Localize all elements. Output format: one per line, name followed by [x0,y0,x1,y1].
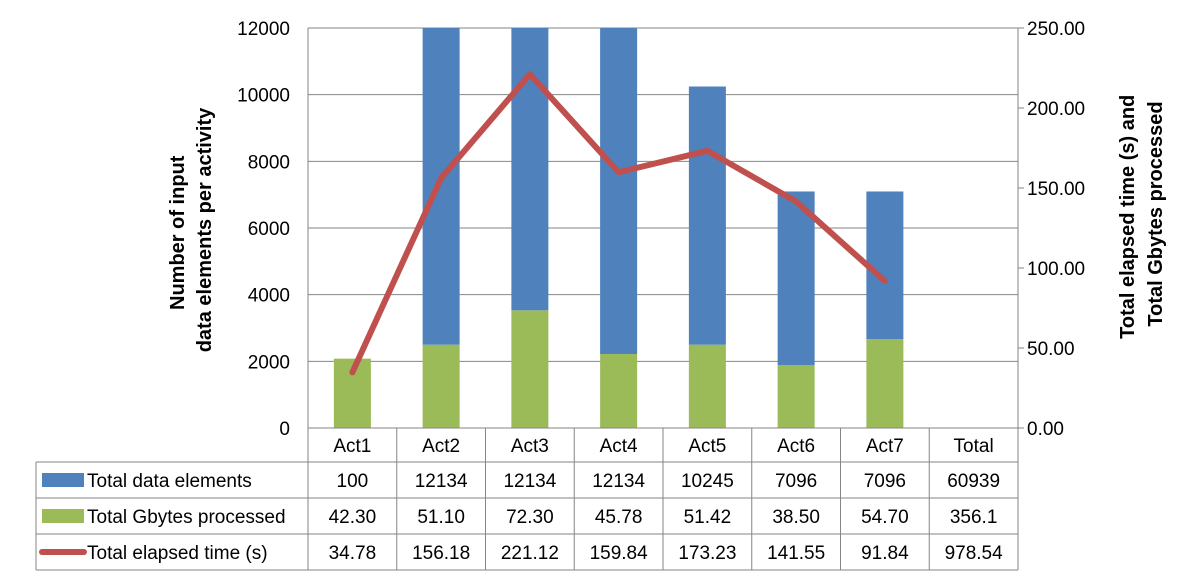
y-left-title: Number of input data elements per activi… [167,107,216,352]
bar-data-elements-act3 [511,28,549,311]
series-name: Total Gbytes processed [87,507,286,528]
table-cell: 72.30 [506,507,554,528]
table-cell: 141.55 [767,543,825,564]
table-cell: 42.30 [329,507,377,528]
category-label: Act7 [866,436,904,457]
table-cell: 60939 [947,471,1000,492]
category-label: Act1 [333,436,371,457]
y-left-tick-label: 10000 [237,86,290,107]
table-cell: 100 [337,471,369,492]
bar-gbytes-act4 [600,354,638,428]
table-cell: 10245 [681,471,734,492]
bar-data-elements-act6 [777,191,815,365]
y-right-tick-label: 100.00 [1027,259,1085,280]
y-right-tick-label: 250.00 [1027,19,1085,40]
table-cell: 156.18 [412,543,470,564]
axes: 0 2000 4000 6000 8000 10000 12000 0.00 50.00 100.… [237,19,1085,440]
table-cell: 54.70 [861,507,909,528]
y-right-title-line-2: Total Gbytes processed [1145,101,1167,326]
series-name: Total data elements [87,471,252,492]
table-cell: 12134 [592,471,645,492]
table-cell: 7096 [775,471,817,492]
bars [333,28,904,428]
table-cell: 159.84 [590,543,649,564]
y-left-title-line-2: data elements per activity [194,107,216,352]
table-cell: 91.84 [861,543,909,564]
table-cell: 12134 [503,471,556,492]
series-name: Total elapsed time (s) [87,543,268,564]
y-right-tick-label: 150.00 [1027,179,1085,200]
bar-gbytes-act5 [688,344,726,428]
elapsed-time-line [349,71,888,376]
y-right-title: Total elapsed time (s) and Total Gbytes … [1117,89,1167,339]
table-cell: 978.54 [945,543,1004,564]
bar-data-elements-act2 [422,28,460,345]
y-right-tick-label: 0.00 [1027,419,1064,440]
bar-gbytes-act7 [866,339,904,428]
y-left-tick-label: 12000 [237,19,290,40]
y-right-title-line-1: Total elapsed time (s) and [1117,95,1139,339]
y-left-tick-label: 4000 [248,286,290,307]
bar-data-elements-act7 [866,191,904,339]
elapsed-time-line-path [349,71,888,376]
legend-key [42,473,84,487]
bar-gbytes-act6 [777,365,815,428]
legend-key [42,509,84,523]
y-left-title-line-1: Number of input [167,155,189,310]
table-cell: 7096 [864,471,906,492]
y-left-tick-label: 8000 [248,152,290,173]
data-table: Act1 Act2 Act3 Act4 Act5 Act6 Act7 Total Total d… [35,427,1019,571]
category-label: Act2 [422,436,460,457]
y-right-tick-label: 50.00 [1027,339,1075,360]
table-cell: 51.10 [417,507,465,528]
bar-data-elements-act5 [688,86,726,345]
table-cell: 34.78 [329,543,377,564]
y-left-tick-label: 0 [279,419,290,440]
y-left-tick-label: 6000 [248,219,290,240]
bar-gbytes-act2 [422,344,460,428]
bar-data-elements-act4 [600,28,638,354]
y-left-tick-label: 2000 [248,352,290,373]
bar-gbytes-act3 [511,310,549,428]
category-label: Act3 [511,436,549,457]
category-label: Act5 [688,436,726,457]
category-label: Act4 [600,436,638,457]
table-cell: 45.78 [595,507,643,528]
table-cell: 12134 [415,471,468,492]
table-cell: 221.12 [501,543,559,564]
y-right-tick-label: 200.00 [1027,99,1085,120]
table-cell: 356.1 [950,507,998,528]
category-label: Act6 [777,436,815,457]
category-label: Total [954,436,994,457]
table-cell: 51.42 [684,507,732,528]
gridlines [308,27,1018,362]
table-cell: 173.23 [678,543,736,564]
table-cell: 38.50 [772,507,820,528]
